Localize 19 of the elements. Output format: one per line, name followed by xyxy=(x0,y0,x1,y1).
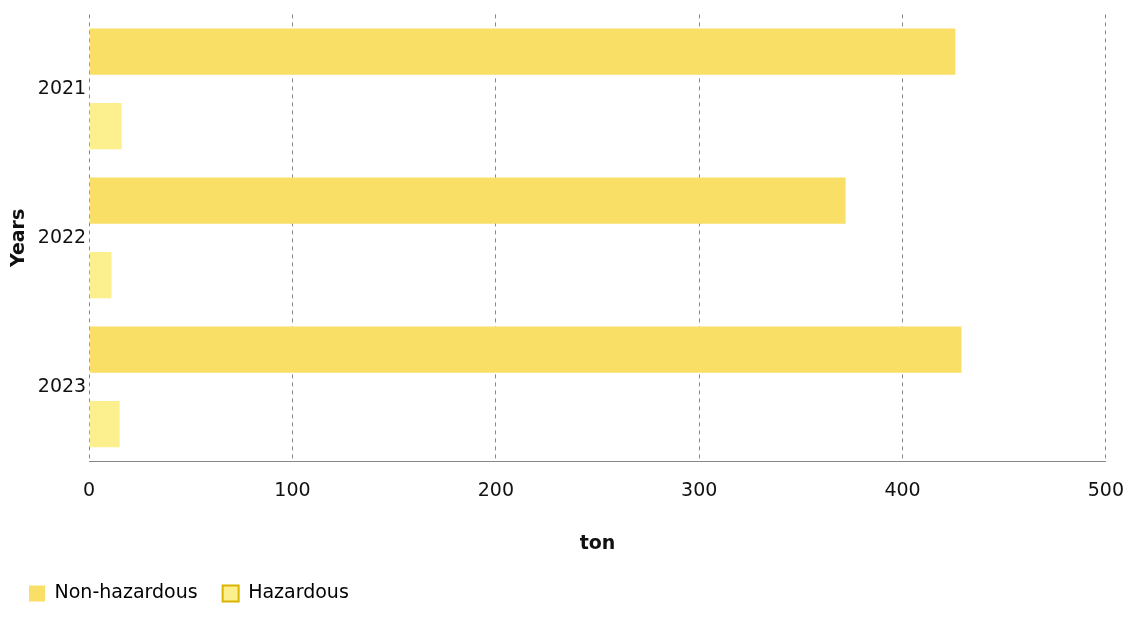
y-tick-label: 2023 xyxy=(37,373,87,396)
x-tick-label: 400 xyxy=(884,477,921,500)
bar xyxy=(89,103,122,150)
y-tick-label: 2022 xyxy=(37,224,87,247)
bar xyxy=(89,177,846,224)
x-tick-label: 300 xyxy=(681,477,718,500)
legend-label: Hazardous xyxy=(248,580,349,603)
y-tick-label: 2021 xyxy=(37,75,87,98)
x-tick-label: 0 xyxy=(83,477,96,500)
bar xyxy=(89,401,120,448)
x-tick-label: 500 xyxy=(1087,477,1124,500)
y-axis-title: Years xyxy=(6,208,29,269)
bar xyxy=(89,252,112,299)
x-axis-title: ton xyxy=(579,530,616,553)
bar xyxy=(89,326,962,373)
legend-label: Non-hazardous xyxy=(54,580,198,603)
x-tick-label: 200 xyxy=(477,477,514,500)
bar xyxy=(89,28,956,75)
x-tick-label: 100 xyxy=(274,477,311,500)
